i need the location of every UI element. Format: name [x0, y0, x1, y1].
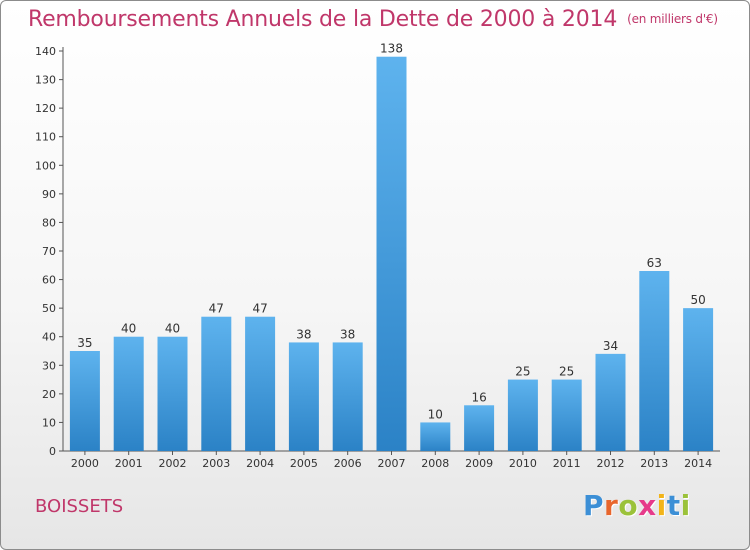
- bar: [595, 353, 626, 451]
- bar: [113, 336, 144, 451]
- bar: [288, 342, 319, 451]
- logo-letter: x: [638, 489, 657, 522]
- y-tick-label: 40: [42, 331, 56, 344]
- bar-value-label: 25: [559, 365, 574, 379]
- bar-value-label: 47: [252, 302, 267, 316]
- bars: 35 40 40 47 47 38 38 138 10 16 25 25 34 63 50: [69, 42, 714, 451]
- bar: [376, 56, 407, 451]
- bar-value-label: 35: [77, 336, 92, 350]
- y-tick-label: 0: [49, 445, 56, 458]
- bar: [551, 379, 582, 451]
- y-tick-label: 80: [42, 216, 56, 229]
- x-tick-label: 2012: [597, 457, 625, 470]
- y-tick-label: 100: [35, 159, 56, 172]
- bar-value-label: 138: [380, 42, 403, 56]
- x-tick-label: 2010: [509, 457, 537, 470]
- y-tick-label: 120: [35, 102, 56, 115]
- y-tick-label: 30: [42, 359, 56, 372]
- y-tick-label: 110: [35, 131, 56, 144]
- y-tick-label: 140: [35, 45, 56, 58]
- place-name: BOISSETS: [35, 496, 124, 517]
- bar-value-label: 38: [296, 327, 311, 341]
- bar-value-label: 25: [515, 365, 530, 379]
- bar-value-label: 16: [471, 390, 486, 404]
- y-tick-label: 130: [35, 74, 56, 87]
- bar-value-label: 47: [209, 302, 224, 316]
- x-tick-label: 2011: [553, 457, 581, 470]
- title-text: Remboursements Annuels de la Dette de 20…: [28, 7, 618, 32]
- y-tick-label: 20: [42, 388, 56, 401]
- x-tick-label: 2008: [421, 457, 449, 470]
- bar-value-label: 63: [647, 256, 662, 270]
- bar: [157, 336, 188, 451]
- logo-letter: t: [666, 489, 681, 522]
- x-tick-label: 2013: [640, 457, 668, 470]
- x-tick-label: 2006: [334, 457, 362, 470]
- x-tick-label: 2014: [684, 457, 712, 470]
- bar: [507, 379, 538, 451]
- bar-value-label: 50: [690, 293, 705, 307]
- logo-letter: i: [680, 489, 691, 522]
- bar: [464, 405, 495, 451]
- bar: [332, 342, 363, 451]
- logo-letter: i: [656, 489, 667, 522]
- bar: [420, 422, 451, 451]
- bar-value-label: 38: [340, 327, 355, 341]
- y-tick-label: 50: [42, 302, 56, 315]
- bar: [245, 316, 276, 451]
- chart-title: Remboursements Annuels de la Dette de 20…: [28, 7, 718, 32]
- logo-letter: P: [583, 489, 605, 522]
- bar: [639, 271, 670, 451]
- logo-letter: o: [618, 489, 639, 522]
- y-tick-label: 90: [42, 188, 56, 201]
- x-tick-label: 2007: [378, 457, 406, 470]
- bar: [683, 308, 714, 451]
- axes: 0 10 20 30 40 50 60 70 80 90 100 110 120 130 140 2000 20…: [35, 45, 720, 470]
- bar-value-label: 40: [165, 322, 180, 336]
- y-tick-label: 10: [42, 416, 56, 429]
- x-tick-label: 2002: [159, 457, 187, 470]
- x-tick-label: 2009: [465, 457, 493, 470]
- y-tick-label: 60: [42, 274, 56, 287]
- x-tick-label: 2004: [246, 457, 274, 470]
- y-tick-label: 70: [42, 245, 56, 258]
- bar: [69, 351, 100, 451]
- x-tick-label: 2000: [71, 457, 99, 470]
- logo-letter: r: [604, 489, 619, 522]
- proxiti-logo: Proxiti: [583, 489, 691, 522]
- title-unit: (en milliers d'€): [627, 12, 718, 26]
- bar-value-label: 10: [428, 407, 443, 421]
- x-tick-label: 2001: [115, 457, 143, 470]
- x-tick-label: 2005: [290, 457, 318, 470]
- bar-value-label: 40: [121, 322, 136, 336]
- bar: [201, 316, 232, 451]
- x-tick-label: 2003: [202, 457, 230, 470]
- bar-value-label: 34: [603, 339, 618, 353]
